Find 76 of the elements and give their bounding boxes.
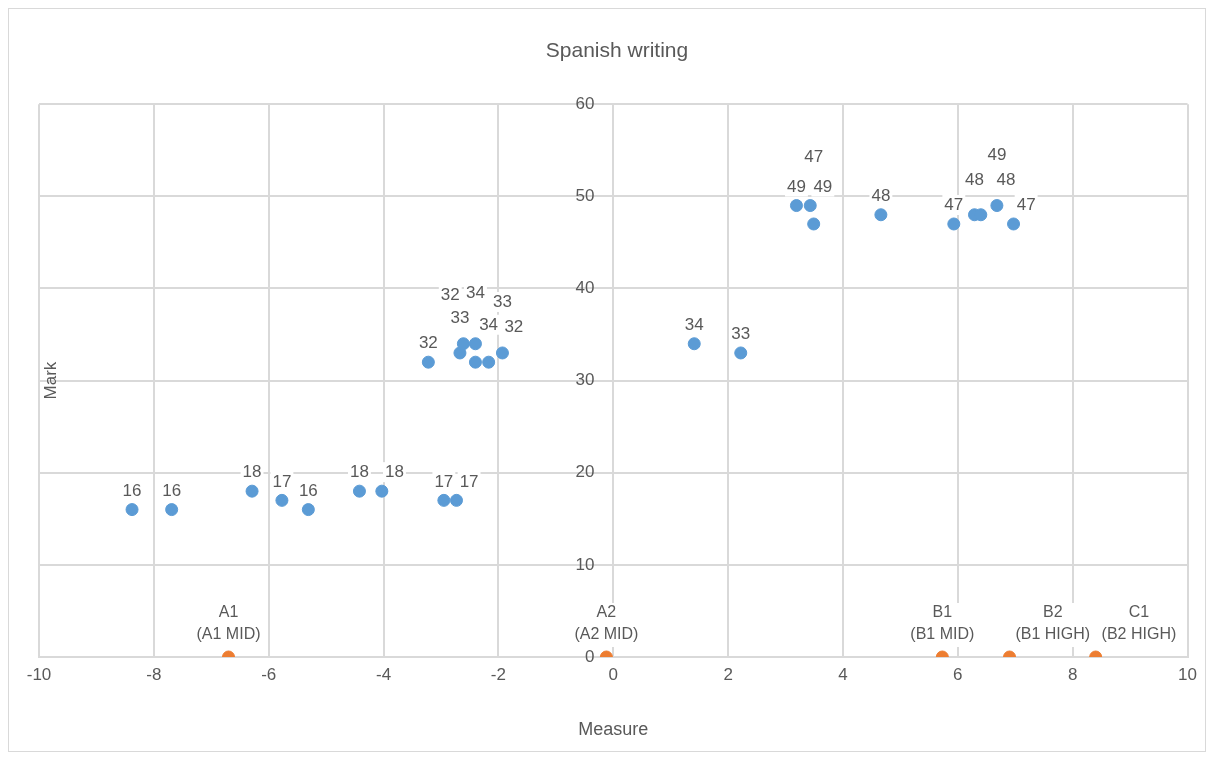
data-label: 34 [684,314,704,334]
data-label: 17 [434,471,454,491]
data-label: 48 [996,169,1016,189]
y-tick-label: 0 [584,646,614,666]
data-label: 47 [1016,195,1036,215]
point [275,493,289,507]
data-label: 34 [465,282,485,302]
point [450,493,463,507]
annotation: A2 (A2 MID) [574,603,639,643]
x-tick-label: 10 [1178,664,1198,684]
data-label: 16 [298,480,318,500]
point [301,503,315,517]
point [1007,217,1021,231]
point [482,355,496,369]
x-tick-label: 2 [723,664,733,684]
data-label: 18 [242,462,262,482]
data-label: 49 [987,144,1007,164]
y-tick-label: 50 [575,186,614,206]
data-label: 32 [418,333,438,353]
y-tick-label: 10 [575,554,614,574]
data-label: 48 [871,185,891,205]
data-label: 17 [272,471,292,491]
y-tick-label: 20 [575,462,614,482]
point [375,484,389,498]
x-tick-label: 8 [1067,664,1078,684]
data-label: 47 [944,195,964,215]
data-label: 49 [787,176,806,196]
point [734,346,748,360]
data-label: 47 [804,147,824,167]
data-label: 49 [813,176,833,196]
point [803,199,817,213]
data-label: 33 [731,324,751,344]
x-tick-label: -4 [376,664,392,684]
data-label: 32 [504,317,524,337]
data-label: 17 [459,471,479,491]
x-tick-label: 4 [838,664,848,684]
data-label: 48 [965,169,984,189]
y-tick-label: 60 [575,93,614,113]
data-label: 34 [479,314,499,334]
point [789,199,803,213]
data-label: 16 [122,480,142,500]
point [125,503,139,517]
x-tick-label: -8 [146,664,162,684]
data-label: 18 [349,462,369,482]
x-axis-title: Measure [578,719,649,740]
point [468,337,482,351]
point [495,346,509,360]
y-tick-label: 30 [575,370,614,390]
point [990,199,1004,213]
point [437,493,451,507]
point [807,217,821,231]
x-tick-label: 6 [953,664,963,684]
data-label: 33 [492,292,512,312]
annotation: A1 (A1 MID) [196,603,261,643]
data-label: 16 [162,480,182,500]
annotation: C1 (B2 HIGH) [1101,603,1177,643]
y-axis-title: Mark [40,361,60,400]
x-tick-label: -10 [26,664,52,684]
point [165,503,179,517]
point [421,355,435,369]
point [687,337,701,351]
point [947,217,961,231]
chart-title: Spanish writing [545,38,689,62]
point [456,337,470,351]
y-tick-label: 40 [575,278,614,298]
x-tick-label: -2 [490,664,506,684]
point [874,208,888,222]
data-label: 33 [450,308,470,328]
annotation: B2 (B1 HIGH) [1015,603,1091,643]
point [468,355,482,369]
x-tick-label: -6 [261,664,277,684]
point [245,484,259,498]
point [352,484,366,498]
annotation: B1 (B1 MID) [910,603,975,643]
data-label: 18 [384,462,404,482]
data-label: 32 [440,285,460,305]
